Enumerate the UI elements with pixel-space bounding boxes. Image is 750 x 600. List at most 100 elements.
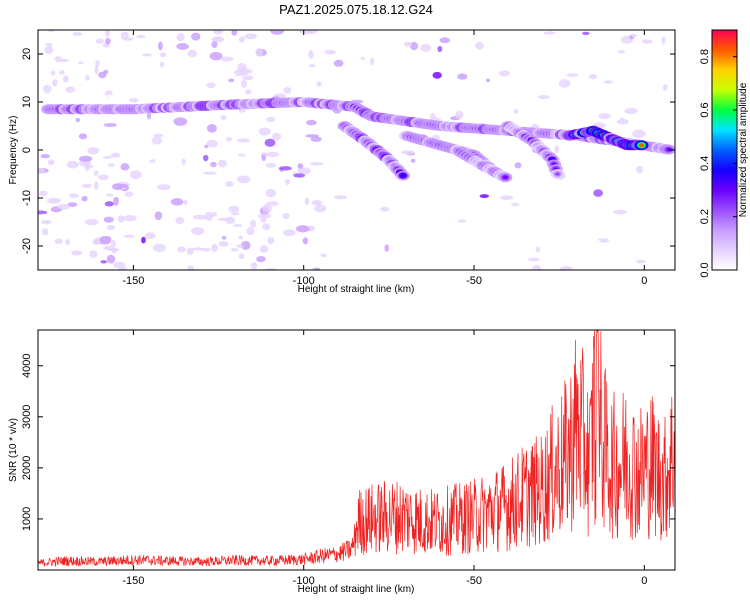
spectrogram-cell bbox=[543, 31, 556, 35]
spectrogram-cell bbox=[270, 30, 284, 35]
spectrogram-cell bbox=[238, 36, 246, 43]
spectrogram-cell bbox=[265, 162, 277, 168]
spectrogram-cell bbox=[210, 161, 217, 168]
spectrogram-cell bbox=[211, 41, 218, 49]
snr-ticks: -150 -100 -50 0 1000 2000 3000 4000 bbox=[21, 330, 675, 587]
spectrogram-cell bbox=[220, 115, 227, 121]
spectrogram-cell bbox=[631, 33, 637, 38]
spectrogram-cell bbox=[514, 162, 522, 169]
spectrogram-cell bbox=[40, 154, 50, 159]
spectrogram-cell bbox=[68, 193, 80, 198]
spectrogram-cell bbox=[342, 156, 356, 164]
spectrogram-cell bbox=[106, 224, 115, 231]
spectrogram-cell bbox=[308, 49, 314, 59]
spectrogram-cell bbox=[44, 46, 54, 55]
spectrogram-cell bbox=[258, 127, 271, 136]
spectrogram-cell bbox=[213, 30, 223, 35]
spectrogram-cell bbox=[154, 211, 163, 221]
spectrogram-cell bbox=[532, 264, 542, 270]
spectrogram-cell bbox=[136, 34, 146, 39]
spectrogram-cell bbox=[187, 265, 194, 270]
spectrogram-cell bbox=[278, 166, 292, 171]
spectrogram-cell bbox=[117, 215, 125, 223]
spectrogram-cell bbox=[71, 250, 83, 256]
spectrogram-cell bbox=[236, 175, 251, 184]
spectrogram-cell bbox=[92, 238, 100, 246]
spectrogram-cell bbox=[105, 37, 111, 45]
spectrogram-cell bbox=[191, 32, 201, 41]
spectrogram-cell bbox=[191, 247, 204, 251]
spectrogram-cell bbox=[257, 213, 272, 219]
spectrogram-cell bbox=[267, 151, 279, 158]
spectrogram-cell bbox=[103, 216, 114, 223]
spectrogram-cell bbox=[177, 246, 187, 253]
spectrogram-cell bbox=[310, 136, 322, 142]
snr-ytick-label: 4000 bbox=[21, 354, 33, 378]
spectrogram-cell bbox=[588, 73, 598, 80]
spectrogram-cell bbox=[253, 189, 266, 194]
spectrogram-cell bbox=[144, 232, 156, 240]
spectrogram-cell bbox=[93, 170, 99, 176]
spectrogram-cell bbox=[66, 160, 79, 169]
spectrogram-cell bbox=[38, 210, 48, 215]
spectrogram-cell bbox=[513, 109, 519, 114]
spectrogram-cell bbox=[271, 132, 282, 141]
colorbar-label: Normalized spectral amplitude bbox=[738, 82, 749, 217]
spectrogram-cell bbox=[152, 243, 166, 252]
spectrogram-cell bbox=[603, 80, 614, 84]
spectrogram-cell bbox=[401, 150, 415, 155]
spectrogram-cell bbox=[262, 204, 272, 213]
spectrogram-cell bbox=[485, 78, 490, 83]
spectrogram-cell bbox=[535, 246, 541, 253]
spectrogram-cell bbox=[598, 113, 611, 120]
spectrogram-cell bbox=[282, 212, 290, 220]
spectrogram-cell bbox=[231, 30, 238, 36]
snr-ytick-label: 3000 bbox=[21, 405, 33, 429]
spectrogram-cell bbox=[566, 73, 579, 78]
spectrogram-cell bbox=[170, 198, 184, 206]
colorbar-ticks: 0.0 0.2 0.4 0.6 0.8 bbox=[699, 49, 737, 278]
spectrogram-cell bbox=[259, 245, 269, 253]
spectrogram-cell bbox=[120, 163, 130, 171]
spectrogram-cell bbox=[65, 239, 70, 245]
spectrogram-cell bbox=[123, 234, 135, 238]
spectrogram-cell bbox=[112, 183, 123, 190]
spectrogram-cell bbox=[99, 235, 112, 245]
spectrogram-cell bbox=[258, 229, 271, 238]
spectrogram-ylabel: Frequency (Hz) bbox=[8, 116, 19, 185]
spectrogram-cell bbox=[380, 206, 390, 212]
colorbar-tick-label: 0.4 bbox=[699, 156, 711, 171]
spectrogram-cell bbox=[661, 36, 666, 45]
spectrogram-background bbox=[38, 30, 675, 270]
spectrogram-cell bbox=[57, 203, 71, 210]
spectrogram-cell bbox=[240, 241, 251, 250]
spectrogram-cell bbox=[238, 253, 245, 260]
spectrogram-cell bbox=[156, 184, 171, 191]
spectrogram-cell bbox=[217, 217, 232, 221]
spectrogram-cell bbox=[333, 59, 344, 67]
spectrogram-cell bbox=[457, 73, 468, 80]
spectrogram-cell bbox=[220, 56, 234, 62]
spectrogram-cell bbox=[250, 220, 257, 228]
spectrogram-cell bbox=[360, 56, 365, 61]
spectrogram-cell bbox=[221, 235, 227, 240]
spectrogram-cell bbox=[206, 139, 218, 148]
spectrogram-cell bbox=[239, 68, 253, 74]
spectrogram-cell bbox=[87, 147, 100, 155]
spectrogram-cell bbox=[312, 267, 321, 270]
spectrogram-cell bbox=[225, 180, 234, 187]
spectrogram-cell bbox=[297, 167, 311, 175]
spectrogram-cell bbox=[641, 39, 653, 44]
spectrogram-cell bbox=[82, 183, 92, 189]
spectrogram-cell bbox=[146, 111, 151, 120]
spectrogram-cell bbox=[475, 41, 484, 50]
spectrogram-cell bbox=[211, 36, 220, 42]
spectrogram-xlabel: Height of straight line (km) bbox=[298, 284, 415, 295]
spectrogram-cell bbox=[439, 37, 451, 44]
spectrogram-cell bbox=[264, 267, 277, 270]
spectrogram-cell bbox=[206, 123, 217, 133]
spectrogram-cell bbox=[341, 81, 349, 87]
spectrogram-cell bbox=[244, 33, 257, 40]
spectrogram-cell bbox=[141, 236, 146, 244]
